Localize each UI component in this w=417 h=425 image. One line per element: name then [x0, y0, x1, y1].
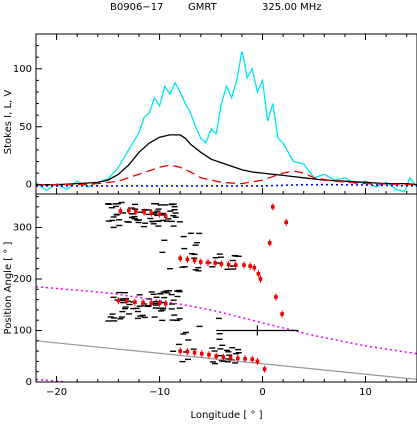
x-tick-label: −20: [46, 387, 67, 398]
x-axis-label: Longitude [ ° ]: [190, 410, 262, 421]
pa-point: [236, 356, 240, 361]
profile-series-line-1: [36, 134, 417, 186]
profile-series-line-0: [36, 51, 417, 193]
x-tick-label: 0: [259, 387, 265, 398]
y-tick-label: 50: [19, 122, 32, 133]
pa-point: [142, 210, 146, 214]
observing-frequency: 325.00 MHz: [262, 2, 322, 13]
pa-point: [258, 277, 263, 281]
profile-series-line-3: [36, 183, 417, 187]
y-axis-label-bottom: Position Angle [ ° ]: [3, 241, 14, 334]
pa-point: [256, 272, 261, 276]
y-tick-label: 100: [13, 325, 32, 336]
y-tick-label: 100: [13, 64, 32, 75]
pa-point: [242, 263, 246, 267]
pa-point: [221, 355, 226, 360]
y-axis-label-top: Stokes I, L, V: [3, 90, 14, 155]
pa-point: [267, 241, 272, 245]
pa-point: [214, 354, 218, 358]
pa-point: [234, 263, 238, 267]
pulsar-name: B0906−17: [110, 2, 164, 13]
pa-point: [274, 295, 278, 299]
pa-point: [213, 261, 217, 265]
plot-frame: [35, 33, 417, 383]
pa-point: [124, 299, 129, 303]
profile-series-line-2: [36, 164, 417, 186]
rvm-curve-2: [36, 340, 417, 380]
pa-point: [250, 357, 254, 362]
pa-point: [252, 265, 257, 270]
pa-point: [228, 356, 233, 360]
y-tick-label: 0: [26, 180, 32, 191]
pa-point: [192, 258, 197, 263]
pa-point: [192, 350, 197, 355]
pa-point: [133, 300, 137, 304]
pa-point: [157, 212, 162, 216]
pa-point: [248, 264, 252, 268]
pa-point: [207, 352, 211, 357]
pa-point: [116, 298, 121, 303]
pa-point: [284, 220, 288, 225]
pa-point: [178, 256, 182, 261]
pa-point: [134, 209, 138, 214]
y-tick-label: 200: [13, 274, 32, 285]
pa-point: [149, 301, 154, 305]
pa-point: [178, 349, 182, 353]
pa-point: [185, 349, 190, 354]
pa-point: [262, 367, 267, 371]
pa-point: [118, 209, 123, 213]
pa-point: [226, 262, 231, 267]
y-tick-label: 0: [26, 377, 32, 388]
pa-point: [157, 301, 162, 305]
profile-panel: [36, 51, 417, 193]
pa-point: [141, 300, 145, 305]
pa-point: [163, 214, 168, 218]
pa-point: [219, 262, 224, 266]
pa-point: [206, 260, 210, 265]
y-tick-label: 300: [13, 222, 32, 233]
x-tick-label: −10: [149, 387, 170, 398]
pa-point: [199, 260, 203, 264]
rvm-curve-0: [36, 285, 417, 355]
pa-point: [271, 205, 275, 209]
x-tick-label: 10: [359, 387, 372, 398]
pa-point: [185, 257, 190, 262]
pa-point: [255, 359, 260, 364]
position-angle-panel: [36, 201, 417, 382]
pa-point: [200, 351, 204, 356]
pa-point: [126, 208, 131, 213]
pa-point: [163, 301, 168, 306]
pa-point: [280, 312, 284, 316]
telescope-name: GMRT: [188, 2, 217, 13]
pa-point: [243, 357, 247, 361]
pa-point: [149, 211, 154, 215]
